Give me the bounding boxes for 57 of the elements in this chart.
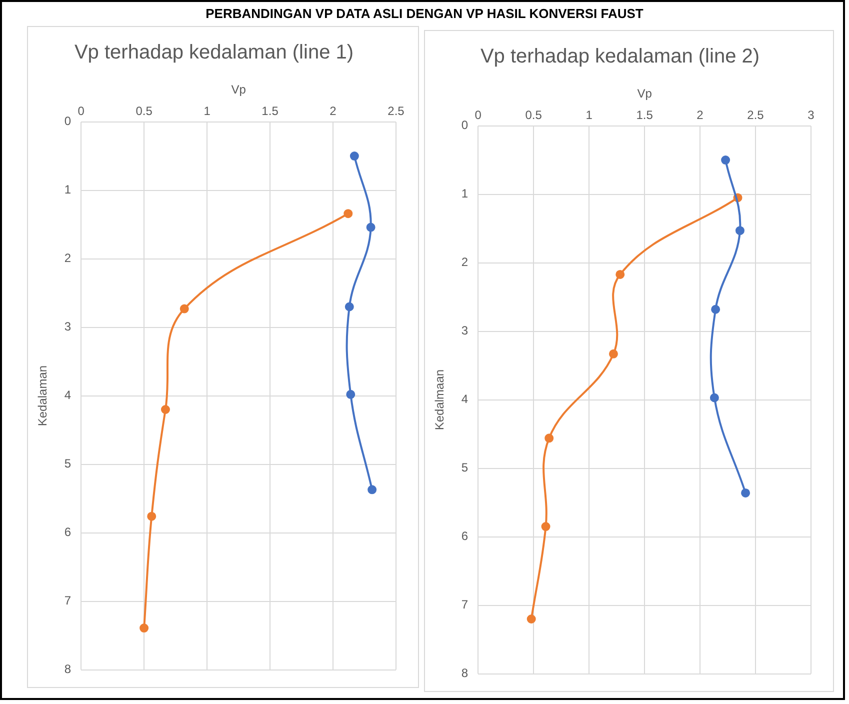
- x-tick-label: 0.5: [525, 108, 542, 122]
- x-tick-label: 2.5: [388, 104, 405, 118]
- chart-title: Vp terhadap kedalaman (line 2): [480, 46, 760, 68]
- point: [140, 624, 149, 633]
- point: [608, 349, 618, 358]
- y-tick-label: 7: [461, 598, 468, 612]
- point: [368, 485, 377, 494]
- chart-title: Vp terhadap kedalaman (line 1): [74, 42, 354, 64]
- y-tick-label: 5: [461, 460, 468, 475]
- y-tick-label: 4: [461, 392, 468, 406]
- point: [735, 226, 744, 236]
- point: [344, 302, 354, 312]
- point: [350, 152, 359, 161]
- point: [180, 304, 189, 314]
- y-tick-label: 8: [64, 662, 72, 676]
- point: [616, 270, 625, 279]
- y-tick-label: 2: [461, 255, 468, 270]
- y-axis-title: Kedalaman: [36, 365, 50, 426]
- x-axis-title: Vp: [637, 86, 652, 101]
- y-tick-label: 1: [64, 182, 72, 197]
- point: [344, 209, 353, 218]
- y-axis-title: Kedalmaan: [432, 369, 447, 430]
- x-tick-label: 1.5: [636, 108, 654, 122]
- x-tick-label: 0: [474, 108, 482, 122]
- x-tick-label: 2: [330, 104, 337, 118]
- point: [366, 222, 376, 232]
- y-tick-label: 3: [64, 320, 72, 334]
- y-tick-label: 6: [64, 525, 72, 540]
- x-tick-label: 1: [204, 104, 211, 118]
- y-tick-label: 0: [461, 118, 468, 132]
- point: [147, 512, 156, 521]
- point: [710, 393, 719, 402]
- y-tick-label: 5: [64, 456, 72, 471]
- point: [541, 522, 550, 532]
- x-axis-title: Vp: [231, 82, 246, 97]
- y-tick-label: 2: [64, 251, 72, 266]
- point: [526, 614, 536, 624]
- y-tick-label: 4: [64, 388, 72, 402]
- x-tick-label: 1: [586, 108, 593, 122]
- x-tick-label: 1.5: [262, 104, 279, 118]
- y-tick-label: 7: [64, 594, 72, 608]
- point: [721, 156, 730, 165]
- y-tick-label: 6: [461, 529, 468, 544]
- x-tick-label: 0.5: [136, 104, 153, 118]
- y-tick-label: 1: [461, 186, 468, 201]
- text: PERBANDINGAN VP DATA ASLI DENGAN VP HASIL KONVERSI FAUST: [204, 6, 644, 21]
- x-tick-label: 2.5: [747, 108, 764, 122]
- point: [346, 390, 356, 399]
- point: [160, 405, 170, 414]
- point: [711, 304, 720, 314]
- x-tick-label: 2: [696, 108, 704, 122]
- y-tick-label: 8: [461, 666, 468, 680]
- point: [544, 434, 554, 443]
- x-tick-label: 3: [808, 108, 815, 122]
- y-tick-label: 3: [461, 324, 468, 338]
- x-tick-label: 0: [78, 104, 85, 118]
- point: [741, 488, 750, 498]
